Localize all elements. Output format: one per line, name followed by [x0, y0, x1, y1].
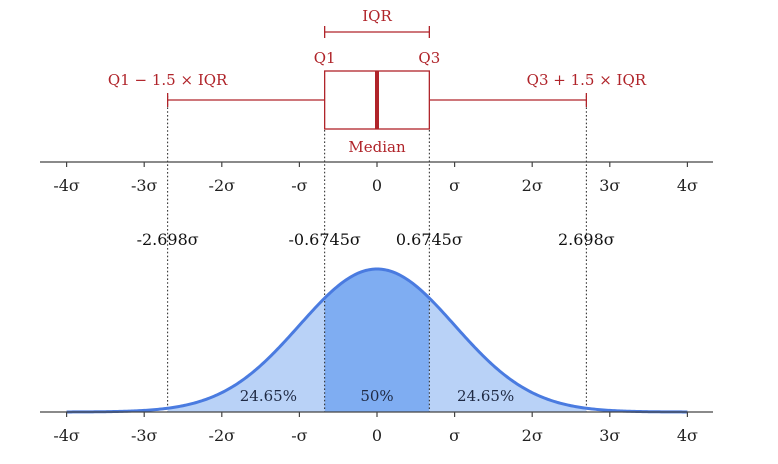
tick-label: -4σ [53, 176, 80, 195]
tick-label: 0 [372, 176, 382, 195]
iqr-label: IQR [362, 7, 392, 25]
tick-label: -3σ [131, 426, 158, 445]
top-axis: -4σ -3σ -2σ -σ 0 σ 2σ 3σ 4σ [40, 161, 713, 195]
tick-label: -σ [291, 426, 307, 445]
tick-label: 3σ [599, 426, 620, 445]
tick-label: σ [449, 176, 460, 195]
area-center-iqr [324, 269, 430, 412]
tick-label: -2σ [209, 426, 236, 445]
bottom-axis: -4σ -3σ -2σ -σ 0 σ 2σ 3σ 4σ [40, 411, 713, 445]
tick-label: 3σ [599, 176, 620, 195]
tick-label: σ [449, 426, 460, 445]
sigma-value-label: 0.6745σ [396, 230, 463, 249]
tick-label: -3σ [131, 176, 158, 195]
q1-label: Q1 [314, 49, 336, 67]
region-label: 24.65% [240, 387, 297, 405]
tick-label: 2σ [522, 176, 543, 195]
q3-label: Q3 [418, 49, 440, 67]
region-label: 24.65% [457, 387, 514, 405]
box-plot: IQR Q1 Q3 Q1 − 1.5 × IQR Q3 + 1.5 × IQR Media… [108, 7, 647, 156]
sigma-value-label: -0.6745σ [289, 230, 361, 249]
sigma-value-label: 2.698σ [558, 230, 615, 249]
region-percentage-labels: 24.65% 50% 24.65% [240, 387, 514, 405]
tick-label: 2σ [522, 426, 543, 445]
normal-pdf-curve [66, 267, 688, 414]
area-right-tail [429, 298, 587, 412]
tick-label: 0 [372, 426, 382, 445]
region-label: 50% [360, 387, 393, 405]
tick-label: -4σ [53, 426, 80, 445]
area-left-tail [167, 298, 325, 412]
tick-label: 4σ [677, 176, 698, 195]
tick-label: -σ [291, 176, 307, 195]
dotted-guide-lines [167, 96, 587, 412]
upper-whisker-label: Q3 + 1.5 × IQR [527, 71, 647, 89]
lower-whisker-label: Q1 − 1.5 × IQR [108, 71, 228, 89]
sigma-value-label: -2.698σ [137, 230, 199, 249]
tick-label: -2σ [209, 176, 236, 195]
sigma-value-labels: -2.698σ -0.6745σ 0.6745σ 2.698σ [137, 230, 615, 249]
median-label: Median [348, 138, 406, 156]
tick-label: 4σ [677, 426, 698, 445]
